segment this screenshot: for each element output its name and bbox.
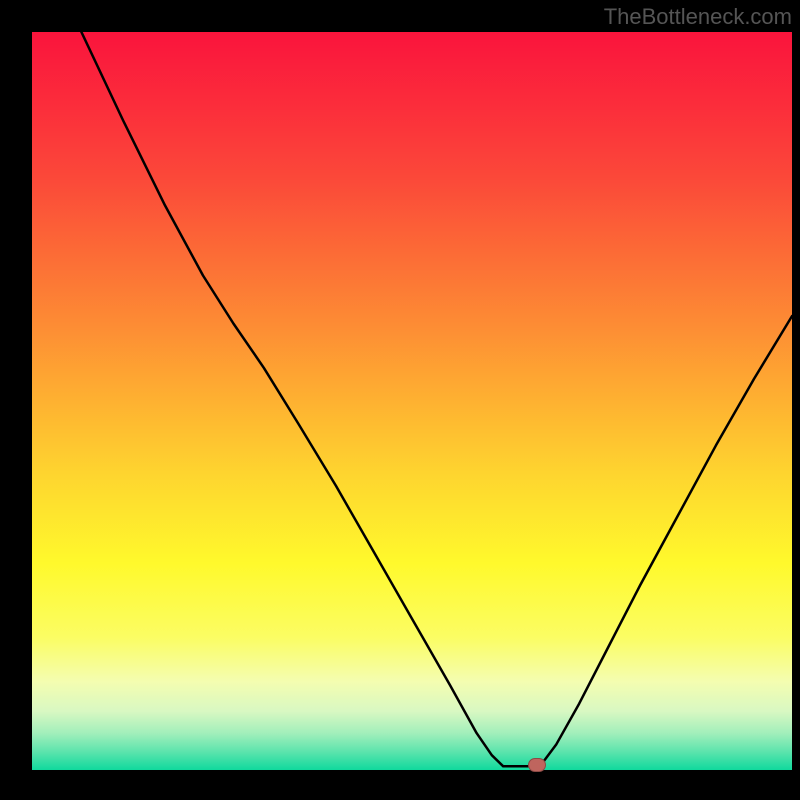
watermark-text: TheBottleneck.com [604, 4, 792, 30]
plot-area [32, 32, 792, 770]
optimal-point-marker [528, 758, 546, 772]
bottleneck-curve [32, 32, 792, 770]
bottleneck-chart: TheBottleneck.com [0, 0, 800, 800]
